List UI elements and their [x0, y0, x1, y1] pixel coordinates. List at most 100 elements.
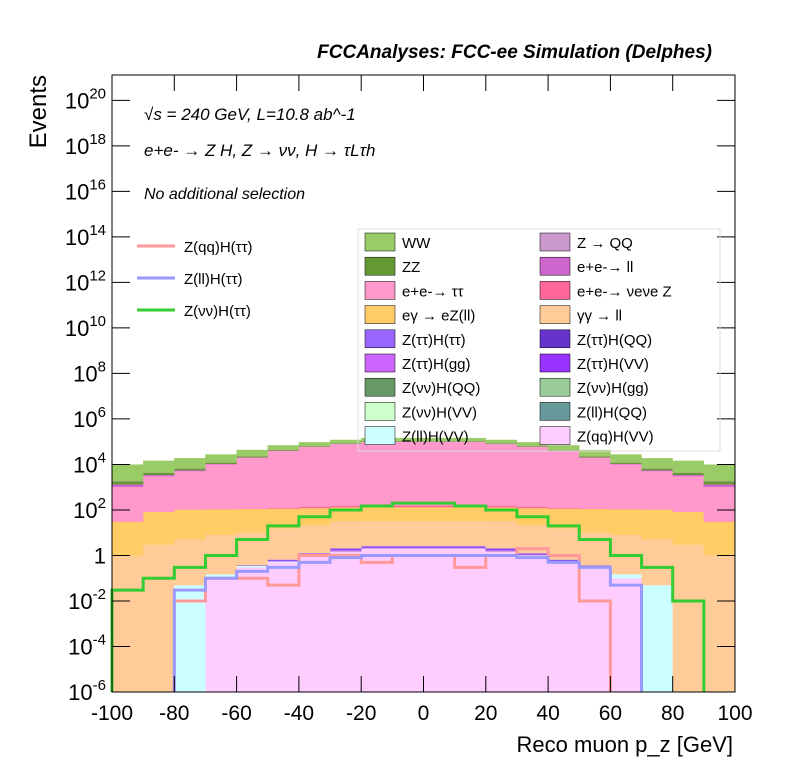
bar — [642, 509, 673, 539]
bar — [174, 539, 205, 585]
bar — [205, 509, 236, 535]
bar — [112, 484, 143, 487]
x-tick-label: 20 — [474, 702, 497, 725]
bar — [455, 507, 486, 521]
legend-label: Z(νν)H(ττ) — [184, 303, 251, 320]
bar — [112, 481, 143, 484]
legend-label: γγ → ll — [577, 308, 622, 325]
bar — [548, 562, 579, 692]
bar — [112, 465, 143, 481]
bar — [704, 555, 735, 692]
bar — [610, 464, 641, 509]
legend-swatch — [540, 330, 570, 348]
legend-label: e+e-→ ll — [577, 259, 633, 276]
bar — [642, 458, 673, 468]
bar — [112, 487, 143, 522]
bar — [205, 464, 236, 509]
legend-label: WW — [402, 235, 431, 252]
bar — [704, 522, 735, 556]
legend-swatch — [540, 378, 570, 396]
bar — [112, 555, 143, 692]
bar — [486, 521, 517, 548]
legend-label: Z(νν)H(VV) — [402, 404, 477, 421]
bar — [143, 475, 174, 476]
bar — [548, 451, 579, 508]
bar — [704, 465, 735, 481]
bar — [392, 507, 423, 521]
legend-swatch — [365, 281, 395, 299]
bar — [268, 445, 299, 449]
legend-swatch — [365, 354, 395, 372]
legend-swatch — [540, 257, 570, 275]
bar — [268, 451, 299, 508]
bar — [237, 509, 268, 532]
legend-label: Z(ττ)H(gg) — [402, 356, 471, 373]
bar — [424, 507, 455, 521]
x-tick-label: 80 — [661, 702, 684, 725]
bar — [143, 545, 174, 692]
bar — [610, 463, 641, 464]
x-tick-label: 0 — [418, 702, 430, 725]
bar — [642, 539, 673, 585]
bar — [174, 509, 205, 539]
x-tick-label: -20 — [346, 702, 376, 725]
bar — [424, 505, 455, 507]
bar — [174, 469, 205, 471]
bar — [205, 454, 236, 462]
bar — [610, 509, 641, 535]
x-tick-label: -100 — [91, 702, 133, 725]
bar — [392, 521, 423, 546]
bar — [610, 454, 641, 462]
bar — [299, 507, 330, 508]
bar — [579, 458, 610, 509]
bar — [517, 507, 548, 508]
bar — [143, 473, 174, 475]
bar — [455, 549, 486, 692]
bar — [143, 476, 174, 512]
legend-label: Z(ττ)H(VV) — [577, 356, 649, 373]
bar — [673, 512, 704, 545]
bar — [361, 507, 392, 521]
bar — [486, 551, 517, 692]
bar — [299, 442, 330, 446]
bar — [704, 484, 735, 487]
legend-swatch — [365, 330, 395, 348]
legend-label: ZZ — [402, 259, 420, 276]
bar — [673, 545, 704, 692]
bar — [268, 528, 299, 559]
bar — [392, 505, 423, 507]
bar — [610, 578, 641, 692]
bar — [673, 475, 704, 476]
legend-swatch — [365, 306, 395, 324]
bar — [330, 440, 361, 443]
bar — [299, 447, 330, 507]
legend-label: Z(ττ)H(ττ) — [402, 332, 466, 349]
legend-label: Z → QQ — [577, 235, 633, 252]
bar — [237, 566, 268, 568]
legend-swatch — [365, 402, 395, 420]
bar — [673, 461, 704, 473]
legend-swatch — [540, 281, 570, 299]
bar — [112, 522, 143, 556]
annotation: No additional selection — [144, 186, 305, 203]
legend-label: Z(qq)H(ττ) — [184, 239, 253, 256]
bar — [174, 471, 205, 509]
bar — [673, 476, 704, 512]
legend-swatch — [540, 354, 570, 372]
x-tick-label: 60 — [599, 702, 622, 725]
bar — [330, 444, 361, 506]
bar — [237, 458, 268, 509]
legend-label: e+e-→ ττ — [402, 283, 464, 300]
x-axis-label: Reco muon p_z [GeV] — [517, 732, 733, 757]
legend-swatch — [365, 427, 395, 445]
bar — [486, 440, 517, 443]
bar — [548, 445, 579, 449]
bar — [330, 551, 361, 692]
bar — [237, 450, 268, 456]
legend-swatch — [365, 257, 395, 275]
x-tick-label: 100 — [717, 702, 752, 725]
legend-label: Z(ll)H(ττ) — [184, 271, 243, 288]
x-tick-label: -40 — [284, 702, 314, 725]
legend-label: Z(νν)H(gg) — [577, 380, 649, 397]
legend-label: Z(ll)H(QQ) — [577, 404, 647, 421]
